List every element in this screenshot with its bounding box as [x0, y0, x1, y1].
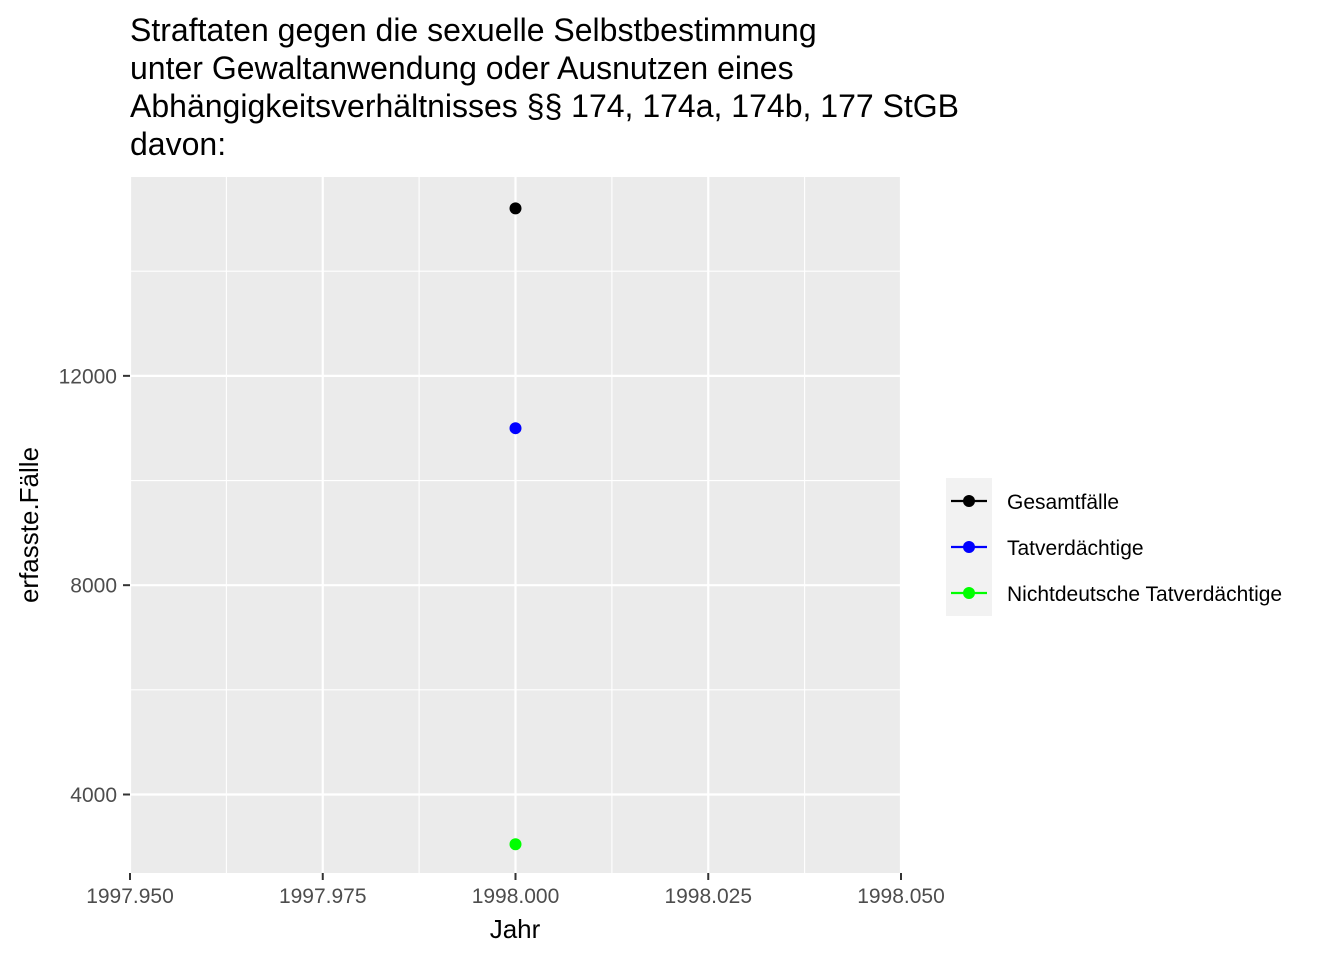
x-tick-label: 1997.975	[279, 885, 367, 908]
legend-key-point	[963, 541, 975, 553]
chart-title: Straftaten gegen die sexuelle Selbstbest…	[130, 12, 959, 162]
legend-key-point	[963, 495, 975, 507]
x-tick-label: 1998.025	[664, 885, 752, 908]
x-tick-label: 1998.000	[472, 885, 560, 908]
grid-major	[128, 177, 903, 873]
x-tick-label: 1998.050	[857, 885, 945, 908]
data-point-1	[509, 422, 522, 435]
x-tick-label: 1997.950	[86, 885, 174, 908]
data-point-2	[509, 838, 522, 851]
y-tick-label: 4000	[70, 784, 117, 807]
x-axis: 1997.950 1997.975 1998.000 1998.025 1998.050	[86, 873, 945, 908]
y-tick-label: 12000	[59, 365, 117, 388]
y-axis-label: erfasste.Fälle	[14, 447, 44, 603]
x-axis-label: Jahr	[490, 914, 541, 944]
chart-title-line: Abhängigkeitsverhältnisses §§ 174, 174a,…	[130, 88, 959, 124]
legend-label: Gesamtfälle	[1007, 491, 1119, 514]
y-axis: 4000 8000 12000	[59, 365, 130, 807]
legend-key-point	[963, 587, 975, 599]
legend: Gesamtfälle Tatverdächtige Nichtdeutsche T…	[946, 478, 1282, 616]
data-points	[509, 202, 522, 851]
chart-title-line: Straftaten gegen die sexuelle Selbstbest…	[130, 12, 817, 48]
chart-title-line: davon:	[130, 126, 226, 162]
legend-label: Nichtdeutsche Tatverdächtige	[1007, 583, 1282, 606]
y-tick-label: 8000	[70, 575, 117, 598]
legend-label: Tatverdächtige	[1007, 537, 1144, 560]
chart-title-line: unter Gewaltanwendung oder Ausnutzen ein…	[130, 50, 794, 86]
data-point-0	[509, 202, 522, 215]
